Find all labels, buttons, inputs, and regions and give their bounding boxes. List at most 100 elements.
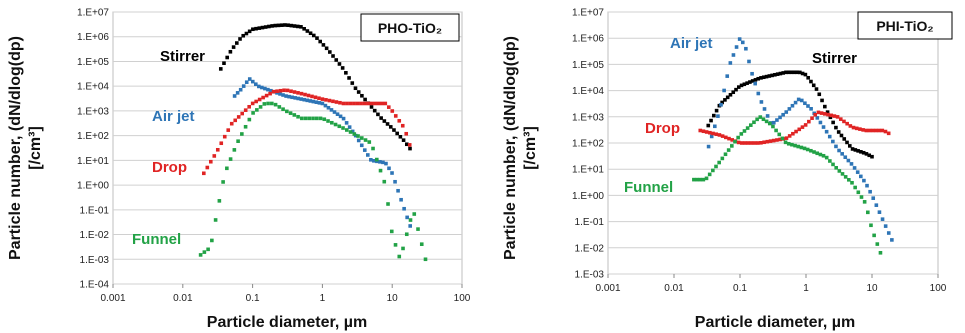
data-point [727, 136, 731, 141]
data-point [695, 177, 699, 182]
data-point [293, 96, 297, 100]
data-point [210, 238, 214, 243]
label-air-jet: Air jet [152, 108, 195, 125]
data-point [340, 66, 345, 70]
y-tick-label: 1.E-03 [80, 255, 110, 266]
y-tick-label: 1.E+06 [77, 32, 109, 43]
data-point [753, 78, 758, 82]
data-point [395, 131, 399, 136]
chart-phi-tio2: 1.E-03 1.E-02 1.E-01 1.E+00 1.E+01 1.E+02 1.E+… [502, 8, 953, 331]
data-point [859, 150, 863, 154]
data-point [850, 180, 854, 185]
data-point [385, 122, 390, 126]
label-air-jet: Air jet [670, 35, 713, 52]
data-point [783, 140, 788, 145]
data-point [289, 23, 294, 28]
series-stirrer [218, 23, 412, 151]
data-point [837, 169, 842, 173]
data-point [713, 124, 717, 129]
series-stirrer [706, 70, 874, 159]
data-point [393, 179, 397, 184]
data-point [720, 134, 725, 138]
data-point [367, 140, 372, 144]
data-point [870, 128, 875, 133]
data-point [247, 117, 252, 122]
data-point [816, 110, 821, 115]
data-point [706, 123, 711, 128]
data-point [219, 141, 224, 146]
data-point [255, 108, 259, 112]
data-point [789, 70, 794, 75]
data-point [807, 119, 811, 124]
data-point [771, 138, 776, 143]
y-tick-label: 1.E-04 [80, 280, 110, 291]
data-point [271, 89, 276, 94]
data-point [856, 149, 860, 153]
data-point [828, 159, 832, 163]
data-point [352, 101, 356, 106]
data-point [771, 124, 775, 129]
data-point [803, 123, 808, 127]
data-point [369, 105, 374, 109]
data-point [328, 50, 332, 54]
data-point [278, 92, 282, 96]
data-point [806, 75, 810, 80]
data-point [372, 108, 377, 113]
data-point [260, 85, 264, 90]
data-point [825, 110, 830, 114]
y-tick-label: 1.E-01 [80, 205, 110, 216]
data-point [867, 153, 872, 158]
label-stirrer: Stirrer [812, 50, 857, 67]
data-point [831, 162, 835, 167]
data-point [787, 107, 792, 111]
data-point [347, 76, 351, 80]
data-point [883, 224, 888, 228]
x-tick-label: 0.01 [173, 293, 193, 304]
data-point [793, 100, 798, 105]
label-funnel: Funnel [132, 231, 181, 248]
x-tick-labels: 0.001 0.01 0.1 1 10 100 [595, 283, 946, 294]
data-point [327, 98, 332, 103]
data-point [269, 88, 273, 93]
data-point [709, 134, 714, 139]
data-point [878, 250, 883, 255]
data-point [254, 82, 258, 86]
data-point [329, 108, 334, 112]
data-point [814, 87, 819, 91]
data-point [393, 243, 398, 247]
data-point [392, 128, 396, 132]
data-point [711, 131, 715, 136]
data-point [303, 116, 308, 121]
data-point [874, 203, 879, 207]
data-point [828, 115, 833, 120]
data-point [307, 116, 312, 121]
data-point [748, 80, 752, 84]
data-point [268, 91, 272, 96]
data-point [774, 128, 778, 133]
x-tick-label: 10 [387, 293, 399, 304]
data-point [326, 119, 330, 123]
data-point [323, 103, 328, 108]
data-point [866, 210, 870, 215]
data-point [362, 148, 367, 152]
data-point [761, 75, 766, 80]
data-point [334, 58, 339, 62]
data-point [824, 155, 829, 160]
data-point [404, 142, 409, 147]
data-point [755, 117, 759, 122]
data-point [382, 179, 387, 184]
data-point [864, 128, 869, 133]
data-point [750, 79, 755, 83]
data-point [356, 138, 361, 143]
data-point [279, 23, 284, 27]
data-point [777, 132, 782, 137]
x-tick-label: 10 [866, 283, 878, 294]
x-tick-label: 1 [803, 283, 809, 294]
panel-title-box [360, 13, 460, 42]
data-point [263, 86, 267, 91]
data-point [739, 132, 744, 136]
data-point [399, 197, 403, 202]
data-point [845, 121, 849, 126]
data-point [273, 102, 278, 107]
